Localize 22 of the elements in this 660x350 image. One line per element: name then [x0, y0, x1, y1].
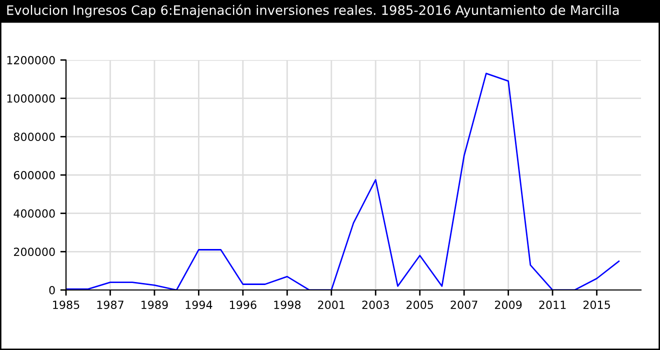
x-tick-label: 1987	[97, 300, 124, 310]
x-tick-label: 2015	[583, 300, 610, 310]
chart-title: Evolucion Ingresos Cap 6:Enajenación inversiones reales. 1985-2016 Ayuntamiento de Marcilla	[7, 4, 619, 18]
x-tick-label: 2003	[362, 300, 389, 310]
y-tick-label: 800000	[14, 132, 55, 142]
y-tick-label: 200000	[14, 248, 55, 256]
y-tick-label: 600000	[14, 170, 55, 180]
y-tick-label: 400000	[14, 209, 55, 218]
x-tick-label: 2007	[450, 300, 478, 310]
x-tick-label: 2001	[318, 300, 344, 310]
y-tick-label: 0	[49, 286, 55, 294]
x-tick-label: 1996	[230, 300, 256, 310]
y-tick-label: 1000000	[7, 94, 55, 103]
x-tick-label: 1998	[274, 300, 301, 310]
x-tick-label: 1985	[53, 300, 80, 310]
x-tick-label: 2009	[494, 300, 522, 310]
x-tick-label: 1994	[186, 300, 212, 310]
y-tick-label: 1200000	[7, 56, 55, 64]
x-tick-label: 2005	[406, 300, 434, 310]
x-tick-label: 1989	[142, 300, 168, 310]
x-tick-label: 2011	[539, 300, 566, 310]
line-series	[66, 72, 620, 290]
